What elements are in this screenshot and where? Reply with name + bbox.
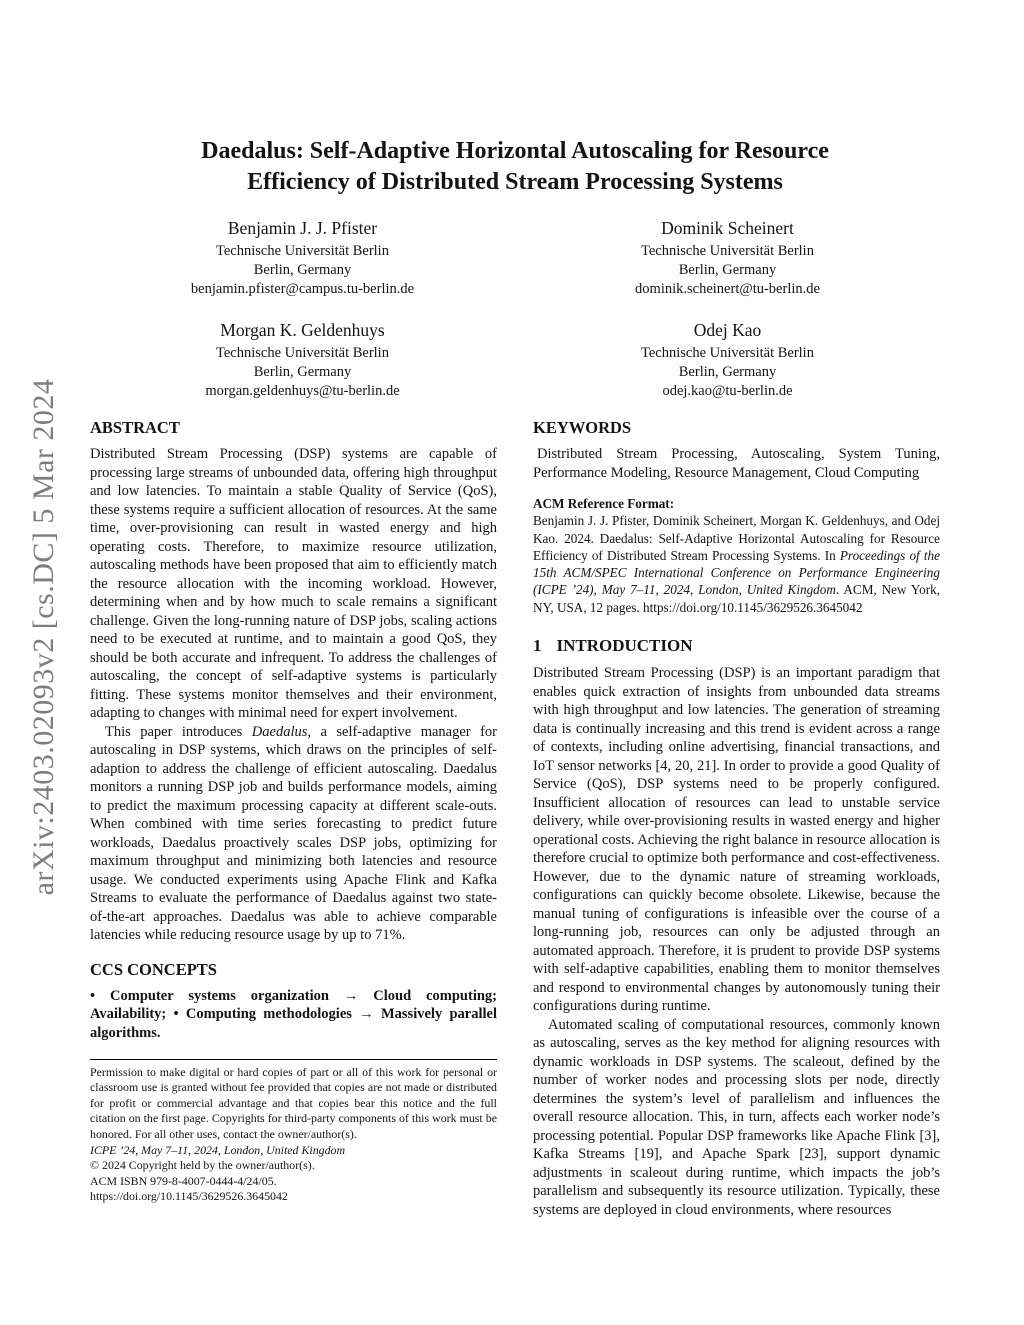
author-3: Morgan K. Geldenhuys Technische Universi…: [90, 319, 515, 401]
author-affiliation: Technische Universität Berlin: [641, 243, 814, 259]
author-affiliation: Technische Universität Berlin: [641, 345, 814, 361]
isbn-line: ACM ISBN 979-8-4007-0444-4/24/05.: [90, 1173, 277, 1188]
author-email: morgan.geldenhuys@tu-berlin.de: [205, 383, 400, 399]
authors-block: Benjamin J. J. Pfister Technische Univer…: [90, 217, 940, 401]
keywords-section: KEYWORDS Distributed Stream Processing, …: [533, 418, 940, 482]
intro-paragraph-1: Distributed Stream Processing (DSP) is a…: [533, 665, 940, 1015]
author-name: Dominik Scheinert: [661, 218, 794, 238]
left-column: ABSTRACT Distributed Stream Processing (…: [90, 418, 497, 1205]
acm-ref-mid: . ACM, New York, NY, USA, 12 pages.: [533, 582, 941, 615]
paper-title: Daedalus: Self-Adaptive Horizontal Autos…: [90, 136, 940, 198]
author-1: Benjamin J. J. Pfister Technische Univer…: [90, 217, 515, 299]
abstract-p2-pre: This paper introduces: [105, 723, 252, 740]
right-column: KEYWORDS Distributed Stream Processing, …: [533, 418, 940, 1218]
abstract-paragraph-1: Distributed Stream Processing (DSP) syst…: [90, 446, 497, 721]
author-email: odej.kao@tu-berlin.de: [662, 383, 793, 399]
copyright-footnote: Permission to make digital or hard copie…: [90, 1058, 497, 1205]
acm-reference-text: Benjamin J. J. Pfister, Dominik Scheiner…: [533, 512, 940, 616]
abstract-heading: ABSTRACT: [90, 418, 180, 437]
conference-info: ICPE ’24, May 7–11, 2024, London, United…: [90, 1142, 346, 1157]
paper-title-line1: Daedalus: Self-Adaptive Horizontal Autos…: [201, 138, 829, 164]
abstract-p2-system-name: Daedalus: [251, 723, 308, 740]
author-location: Berlin, Germany: [253, 364, 352, 380]
acm-ref-doi-link[interactable]: https://doi.org/10.1145/3629526.3645042: [643, 599, 863, 615]
author-name: Odej Kao: [693, 320, 762, 340]
section-number: 1: [533, 636, 542, 656]
author-4: Odej Kao Technische Universität Berlin B…: [515, 319, 940, 401]
acm-ref-pre: Benjamin J. J. Pfister, Dominik Scheiner…: [533, 513, 940, 563]
author-email: dominik.scheinert@tu-berlin.de: [635, 281, 820, 297]
acm-reference-label: ACM Reference Format:: [533, 496, 675, 511]
author-name: Benjamin J. J. Pfister: [227, 218, 378, 238]
author-location: Berlin, Germany: [253, 262, 352, 278]
permission-statement: Permission to make digital or hard copie…: [90, 1064, 497, 1142]
author-name: Morgan K. Geldenhuys: [220, 320, 385, 340]
ccs-heading: CCS CONCEPTS: [90, 959, 217, 979]
acm-ref-proceedings: Proceedings of the 15th ACM/SPEC Interna…: [533, 547, 940, 598]
paper-title-line2: Efficiency of Distributed Stream Process…: [247, 169, 783, 195]
author-email: benjamin.pfister@campus.tu-berlin.de: [190, 281, 415, 297]
author-affiliation: Technische Universität Berlin: [216, 243, 389, 259]
copyright-line: © 2024 Copyright held by the owner/autho…: [90, 1158, 315, 1173]
abstract-paragraph-2: This paper introduces Daedalus, a self-a…: [90, 723, 497, 945]
author-location: Berlin, Germany: [678, 364, 777, 380]
author-location: Berlin, Germany: [678, 262, 777, 278]
doi-link[interactable]: https://doi.org/10.1145/3629526.3645042: [90, 1189, 288, 1204]
introduction-heading: 1 INTRODUCTION: [533, 636, 940, 656]
abstract-section: ABSTRACT Distributed Stream Processing (…: [90, 418, 497, 945]
arxiv-watermark: arXiv:2403.02093v2 [cs.DC] 5 Mar 2024: [27, 378, 60, 896]
intro-paragraph-2: Automated scaling of computational resou…: [533, 1016, 940, 1218]
author-affiliation: Technische Universität Berlin: [216, 345, 389, 361]
introduction-section: 1 INTRODUCTION Distributed Stream Process…: [533, 636, 940, 1219]
abstract-p2-post: , a self-adaptive manager for autoscalin…: [90, 723, 497, 944]
ccs-concepts-text: • Computer systems organization → Cloud …: [90, 987, 497, 1041]
keywords-heading: KEYWORDS: [533, 418, 632, 437]
ccs-concepts-section: CCS CONCEPTS • Computer systems organiza…: [90, 960, 497, 1043]
keywords-text: Distributed Stream Processing, Autoscali…: [533, 446, 940, 481]
acm-reference-block: ACM Reference Format: Benjamin J. J. Pfi…: [533, 495, 940, 616]
two-column-body: ABSTRACT Distributed Stream Processing (…: [90, 418, 940, 1218]
author-2: Dominik Scheinert Technische Universität…: [515, 217, 940, 299]
section-title: INTRODUCTION: [556, 636, 693, 656]
paper-content: Daedalus: Self-Adaptive Horizontal Autos…: [90, 0, 940, 1218]
